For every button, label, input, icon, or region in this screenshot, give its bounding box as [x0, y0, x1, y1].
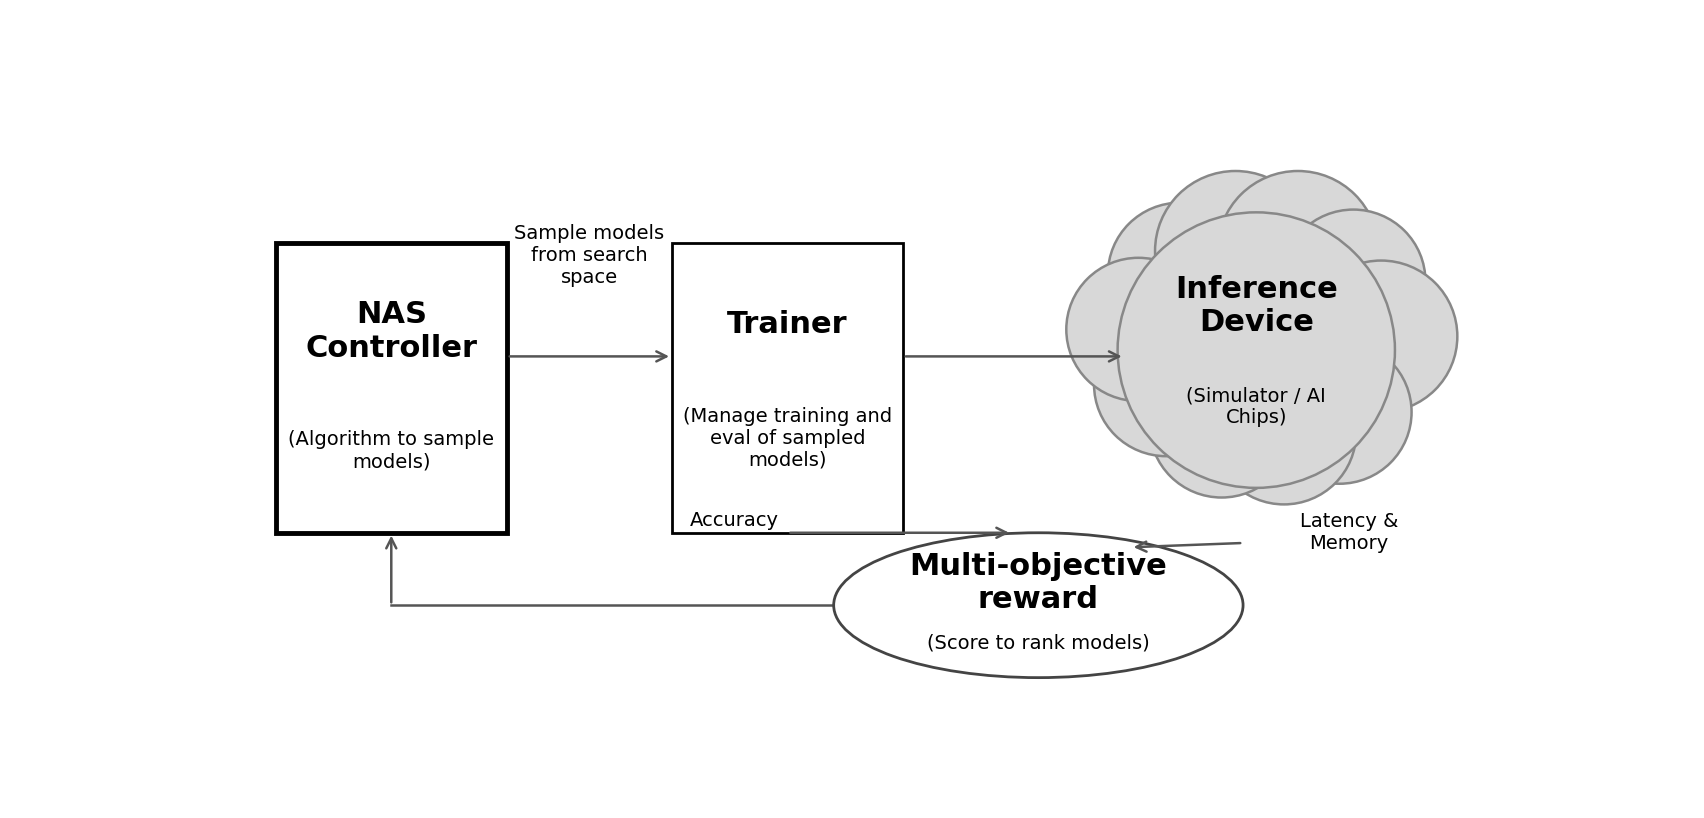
FancyBboxPatch shape [276, 243, 506, 533]
Text: Multi-objective
reward: Multi-objective reward [910, 552, 1167, 614]
Text: (Algorithm to sample
models): (Algorithm to sample models) [288, 430, 494, 471]
Text: (Score to rank models): (Score to rank models) [927, 633, 1150, 653]
Text: Latency &
Memory: Latency & Memory [1300, 512, 1397, 553]
Text: Inference
Device: Inference Device [1174, 275, 1338, 337]
Text: Accuracy: Accuracy [690, 510, 779, 530]
Text: (Manage training and
eval of sampled
models): (Manage training and eval of sampled mod… [683, 407, 891, 470]
Text: Sample models
from search
space: Sample models from search space [515, 224, 665, 287]
FancyBboxPatch shape [671, 243, 903, 533]
Text: (Simulator / AI
Chips): (Simulator / AI Chips) [1186, 386, 1326, 427]
Text: NAS
Controller: NAS Controller [305, 300, 477, 362]
Text: Trainer: Trainer [728, 310, 849, 339]
Ellipse shape [833, 533, 1244, 677]
